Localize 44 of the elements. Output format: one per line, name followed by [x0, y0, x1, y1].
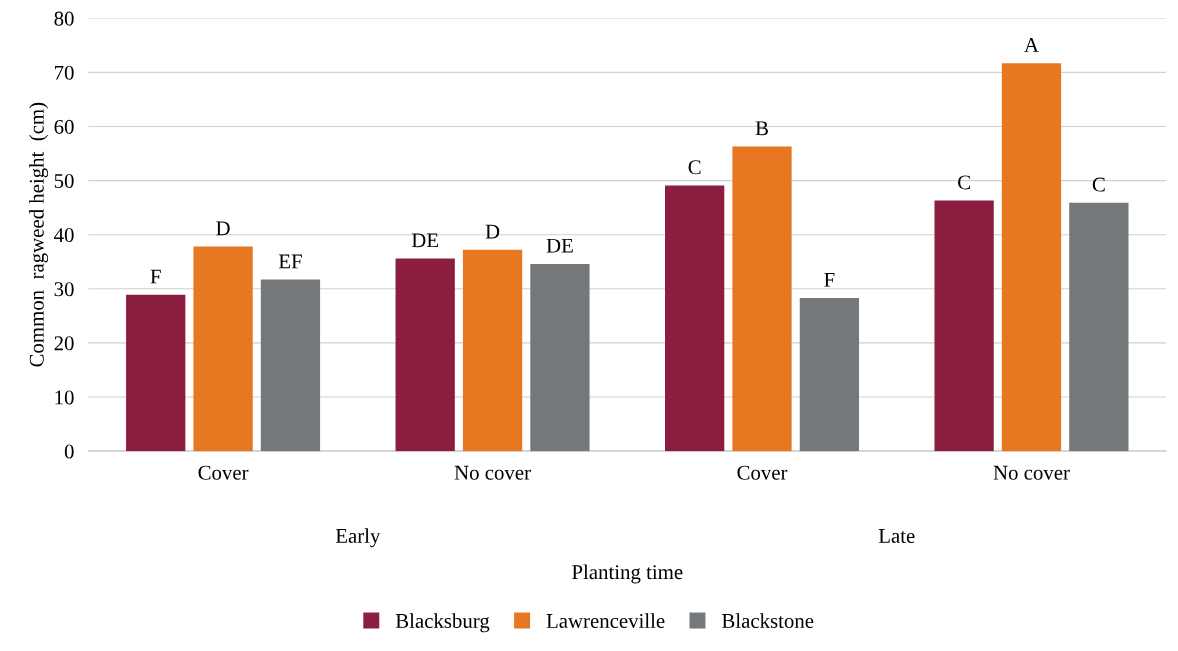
y-tick-label: 0	[64, 444, 74, 459]
bar	[799, 298, 860, 452]
y-tick-label: 20	[54, 336, 74, 351]
y-tick-label: 70	[55, 65, 74, 80]
bar	[934, 200, 994, 452]
text: Early	[335, 528, 381, 548]
bar	[126, 294, 186, 452]
y-axis-title: Common ragweed height (cm)	[29, 102, 49, 367]
data-label: F	[824, 272, 835, 287]
bar	[462, 249, 523, 452]
y-tick-label: 30	[54, 282, 74, 297]
x-tick-label: Cover	[198, 465, 249, 480]
data-label: D	[216, 221, 230, 236]
x-tick-label: No cover	[454, 465, 531, 480]
bar	[530, 263, 590, 452]
data-label: DE	[546, 238, 573, 253]
bar	[260, 279, 321, 452]
data-label: D	[485, 224, 500, 239]
y-tick-label: 50	[54, 173, 74, 188]
bar	[732, 146, 792, 452]
data-label: A	[1024, 38, 1039, 52]
data-label: C	[958, 175, 970, 190]
legend-label: Blackstone	[722, 613, 814, 628]
bar	[665, 185, 725, 452]
x-tick-label: No cover	[993, 465, 1070, 480]
y-tick-label: 10	[55, 390, 74, 405]
y-tick-label: 60	[54, 119, 74, 134]
y-tick-label: 40	[54, 228, 74, 243]
data-label: C	[688, 160, 701, 175]
data-label: B	[755, 121, 768, 136]
legend-label: Blacksburg	[395, 613, 490, 633]
y-tick-label: 80	[54, 11, 74, 26]
x-axis-title: Planting time	[572, 564, 683, 584]
data-label: DE	[411, 233, 439, 248]
bar	[1069, 202, 1129, 452]
bar	[193, 246, 253, 452]
data-label: EF	[278, 254, 302, 269]
data-label: F	[150, 269, 161, 284]
text: Late	[878, 529, 915, 543]
data-label: C	[1092, 177, 1105, 192]
x-tick-label: Cover	[737, 465, 788, 480]
bar	[395, 258, 455, 452]
bar	[1001, 63, 1062, 452]
legend-label: Lawrenceville	[546, 613, 665, 628]
